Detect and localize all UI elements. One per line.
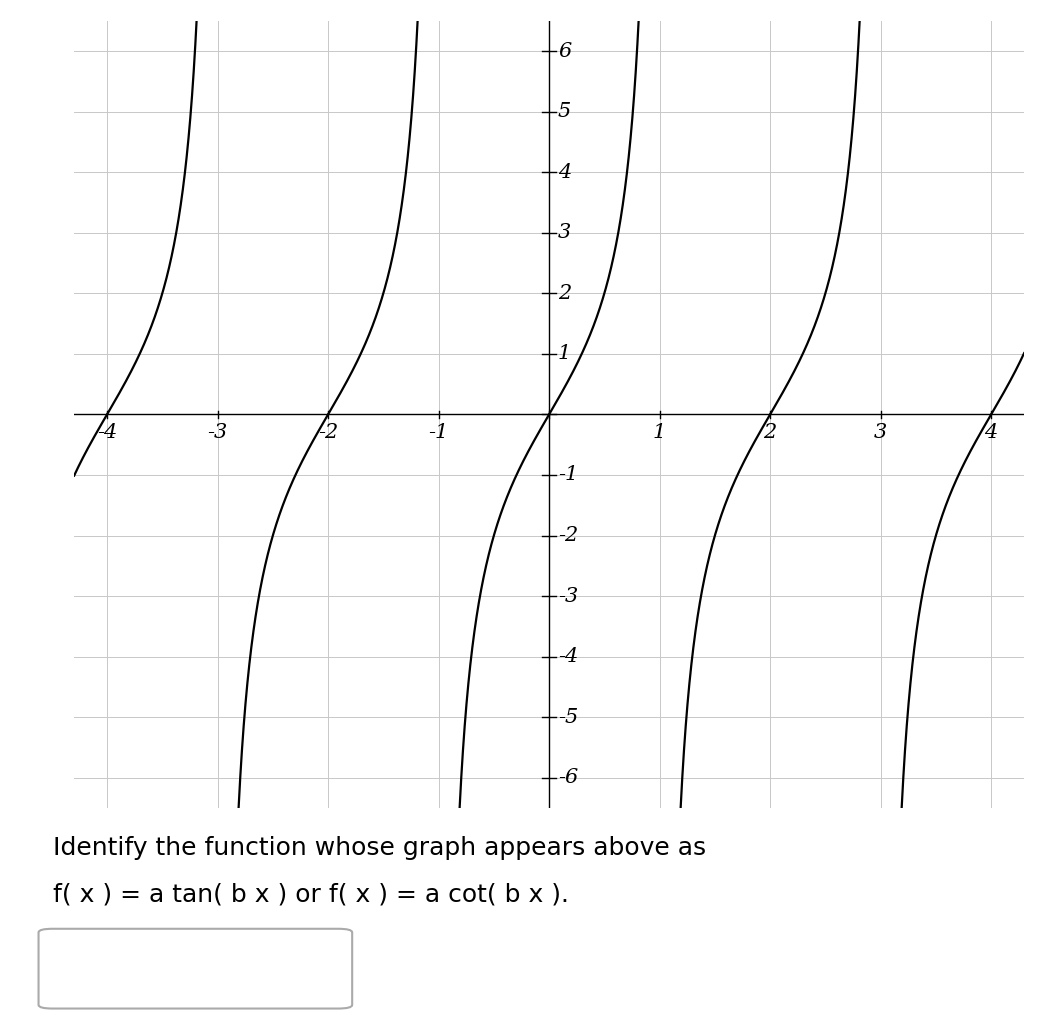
Text: 2: 2 bbox=[763, 424, 777, 442]
Text: -1: -1 bbox=[558, 465, 579, 485]
Text: -2: -2 bbox=[318, 424, 338, 442]
Text: -4: -4 bbox=[558, 648, 579, 666]
Text: 3: 3 bbox=[558, 223, 571, 242]
Text: Identify the function whose graph appears above as: Identify the function whose graph appear… bbox=[53, 836, 705, 860]
Text: 5: 5 bbox=[558, 103, 571, 121]
Text: -6: -6 bbox=[558, 769, 579, 787]
Text: -1: -1 bbox=[429, 424, 449, 442]
Text: 1: 1 bbox=[558, 344, 571, 364]
Text: -4: -4 bbox=[97, 424, 117, 442]
FancyBboxPatch shape bbox=[39, 928, 353, 1009]
Text: 2: 2 bbox=[558, 284, 571, 303]
Text: 3: 3 bbox=[874, 424, 887, 442]
Text: 1: 1 bbox=[653, 424, 666, 442]
Text: -2: -2 bbox=[558, 526, 579, 545]
Text: -3: -3 bbox=[207, 424, 228, 442]
Text: -5: -5 bbox=[558, 708, 579, 726]
Text: 4: 4 bbox=[984, 424, 998, 442]
Text: f( x ) = a tan( b x ) or f( x ) = a cot( b x ).: f( x ) = a tan( b x ) or f( x ) = a cot(… bbox=[53, 883, 569, 906]
Text: 4: 4 bbox=[558, 163, 571, 181]
Text: -3: -3 bbox=[558, 586, 579, 606]
Text: 6: 6 bbox=[558, 41, 571, 60]
